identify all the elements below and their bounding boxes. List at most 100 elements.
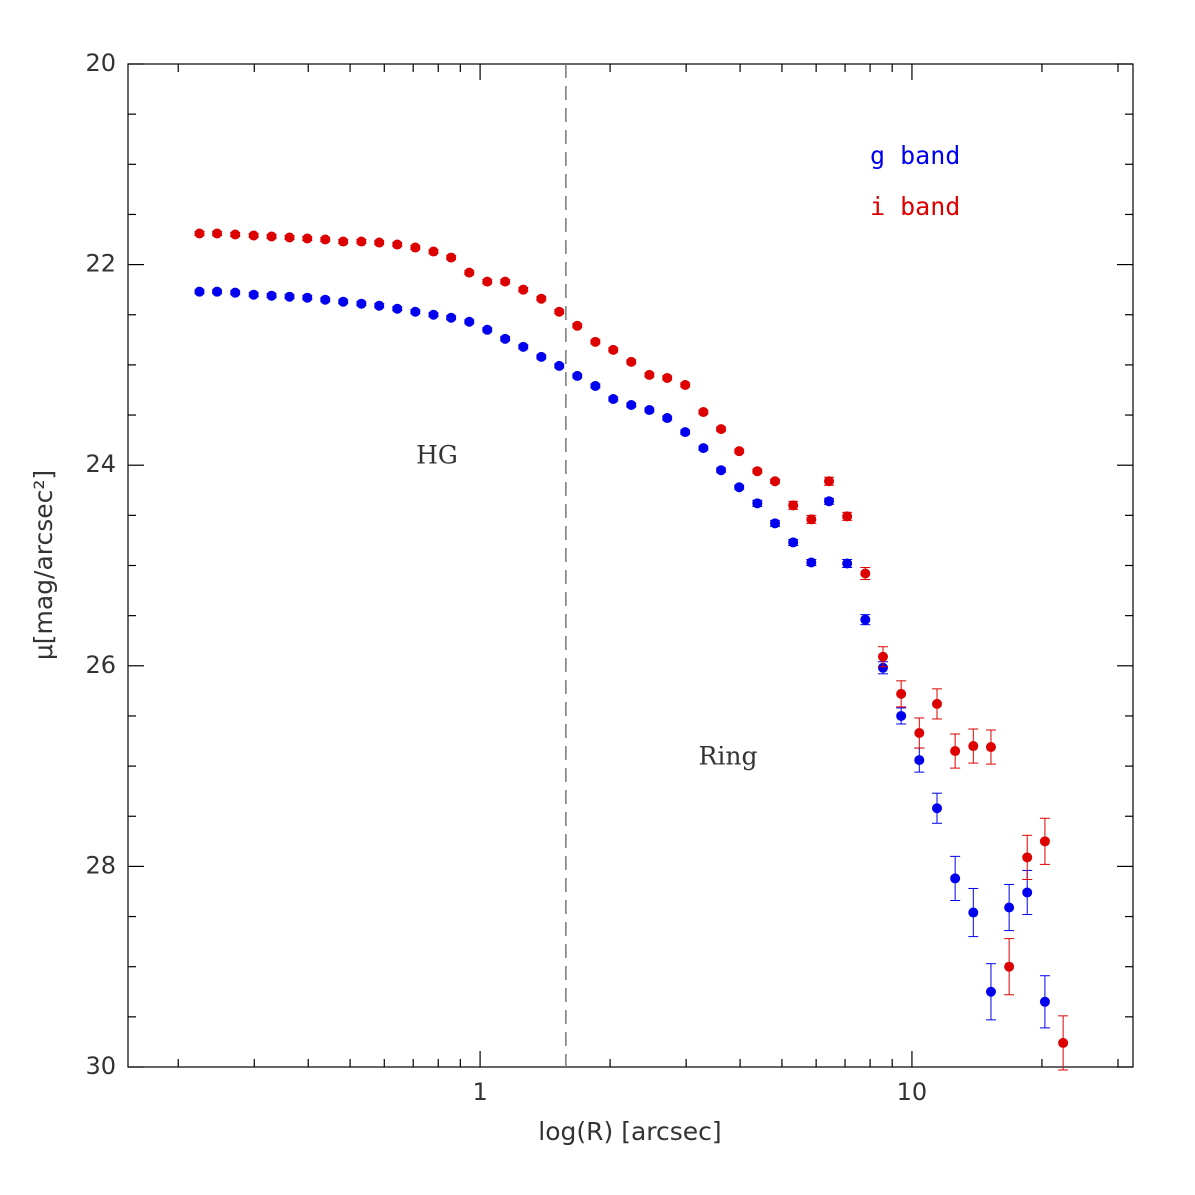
point — [302, 233, 313, 244]
point — [968, 741, 979, 752]
point — [1039, 836, 1050, 847]
point — [320, 234, 331, 245]
point — [698, 443, 709, 454]
point — [536, 293, 547, 304]
point — [266, 290, 277, 301]
point — [878, 651, 889, 662]
point — [482, 276, 493, 287]
point — [338, 236, 349, 247]
point — [842, 558, 853, 569]
point — [572, 320, 583, 331]
point — [806, 557, 817, 568]
point — [932, 803, 943, 814]
point — [572, 370, 583, 381]
point — [985, 742, 996, 753]
point — [266, 231, 277, 242]
point — [428, 246, 439, 257]
point — [752, 466, 763, 477]
point — [662, 372, 673, 383]
legend-entry: g band — [870, 141, 960, 170]
point — [284, 291, 295, 302]
point — [950, 746, 961, 757]
annotation: Ring — [699, 742, 758, 771]
point — [985, 986, 996, 997]
point — [734, 446, 745, 457]
point — [896, 688, 907, 699]
point — [1004, 902, 1015, 913]
point — [410, 242, 421, 253]
legend-entry: i band — [870, 192, 960, 221]
point — [464, 267, 475, 278]
point — [950, 873, 961, 884]
y-tick-label: 26 — [85, 651, 116, 679]
point — [1058, 1037, 1069, 1048]
x-tick-label: 10 — [897, 1078, 928, 1106]
point — [500, 333, 511, 344]
y-tick-label: 24 — [85, 450, 116, 478]
point — [698, 407, 709, 418]
point — [356, 298, 367, 309]
point — [968, 907, 979, 918]
point — [806, 514, 817, 525]
point — [212, 286, 223, 297]
point — [932, 698, 943, 709]
x-tick-label: 1 — [472, 1078, 487, 1106]
point — [770, 476, 781, 487]
point — [392, 303, 403, 314]
point — [752, 498, 763, 509]
point — [590, 336, 601, 347]
point — [896, 710, 907, 721]
point — [194, 228, 205, 239]
plot-frame — [127, 63, 1134, 1068]
point — [410, 306, 421, 317]
y-tick-label: 30 — [85, 1052, 116, 1080]
point — [680, 379, 691, 390]
point — [860, 614, 871, 625]
point — [716, 465, 727, 476]
y-tick-label: 22 — [85, 250, 116, 278]
point — [1022, 887, 1033, 898]
point — [194, 286, 205, 297]
point — [446, 312, 457, 323]
point — [626, 356, 637, 367]
point — [518, 341, 529, 352]
point — [788, 537, 799, 548]
point — [914, 755, 925, 766]
point — [230, 287, 241, 298]
point — [1039, 996, 1050, 1007]
point — [734, 482, 745, 493]
point — [770, 518, 781, 529]
point — [464, 316, 475, 327]
point — [554, 306, 565, 317]
point — [824, 496, 835, 507]
point — [824, 476, 835, 487]
point — [1022, 852, 1033, 863]
point — [662, 413, 673, 424]
point — [302, 292, 313, 303]
point — [536, 351, 547, 362]
point — [860, 568, 871, 579]
point — [878, 662, 889, 673]
y-tick-label: 28 — [85, 851, 116, 879]
point — [716, 424, 727, 435]
point — [248, 289, 259, 300]
point — [320, 294, 331, 305]
point — [248, 230, 259, 241]
point — [680, 427, 691, 438]
point — [212, 228, 223, 239]
y-axis-label: μ[mag/arcsec²] — [29, 470, 58, 660]
point — [374, 300, 385, 311]
point — [644, 405, 655, 416]
point — [500, 276, 511, 287]
point — [590, 380, 601, 391]
point — [356, 236, 367, 247]
point — [842, 511, 853, 522]
point — [284, 232, 295, 243]
point — [914, 728, 925, 739]
point — [230, 229, 241, 240]
point — [626, 400, 637, 411]
point — [482, 324, 493, 335]
point — [788, 500, 799, 511]
x-axis-label: log(R) [arcsec] — [538, 1117, 721, 1146]
